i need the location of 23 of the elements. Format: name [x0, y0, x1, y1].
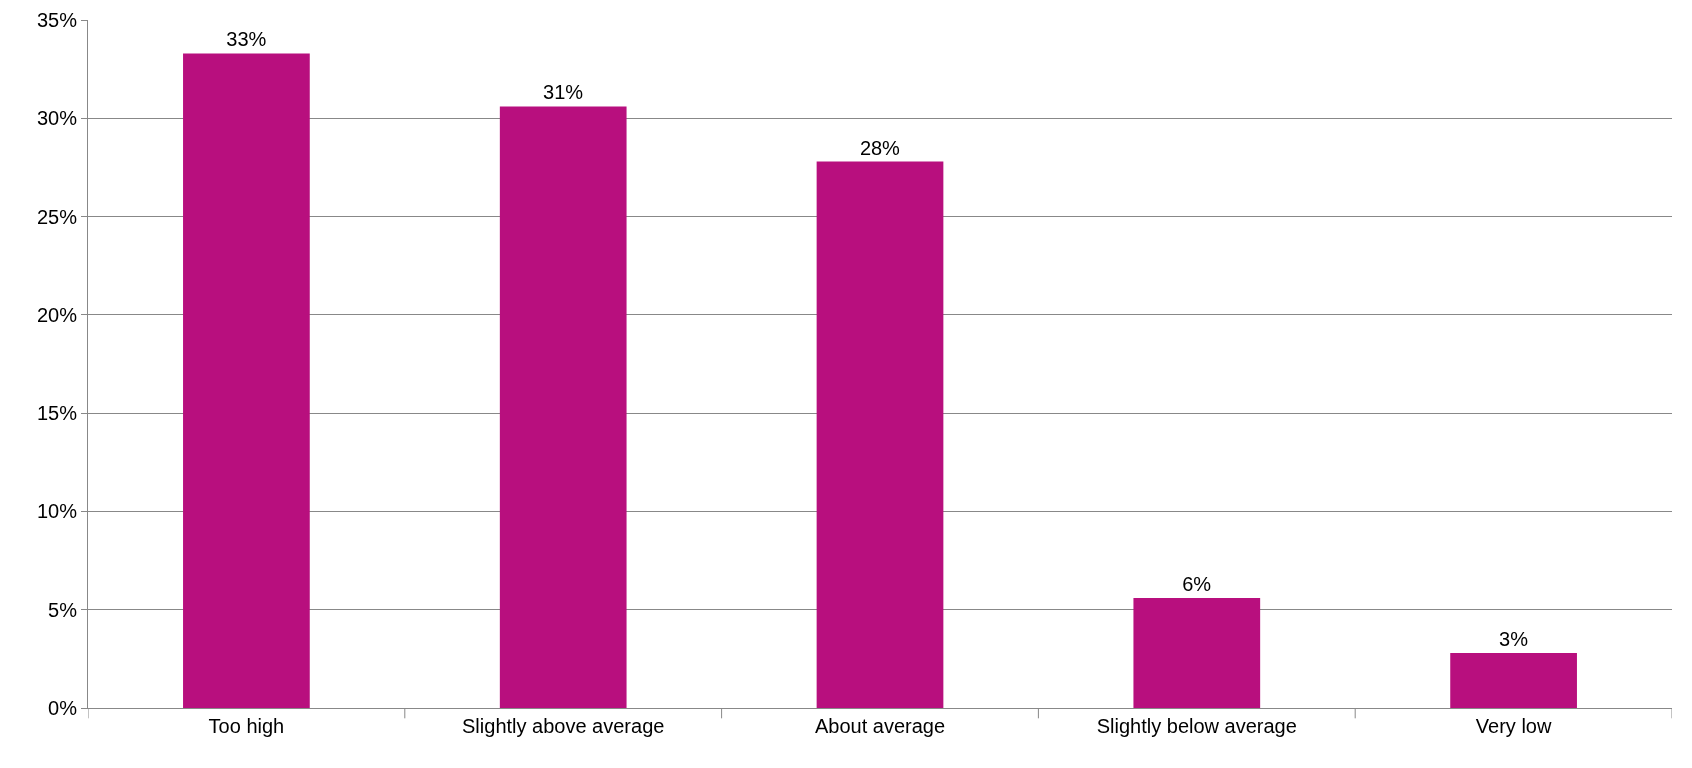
x-tick-label: Slightly below average	[1096, 715, 1297, 737]
y-tick-label: 10%	[36, 500, 78, 523]
x-tick-label: About average	[814, 715, 946, 737]
bar	[499, 106, 627, 708]
y-tick-label: 15%	[36, 402, 78, 425]
y-tick-label: 25%	[36, 205, 78, 228]
x-tick-label: Too high	[208, 715, 285, 737]
data-label: 6%	[1182, 572, 1212, 595]
data-label: 33%	[226, 28, 267, 51]
data-label: 31%	[543, 81, 584, 104]
data-label: 28%	[859, 136, 901, 159]
y-tick-label: 35%	[36, 9, 78, 31]
bar	[1133, 597, 1261, 708]
y-tick-label: 0%	[48, 697, 78, 719]
bar	[816, 161, 944, 708]
x-tick-label: Slightly above average	[462, 715, 665, 737]
y-tick-label: 30%	[36, 107, 78, 130]
bar	[1450, 652, 1577, 708]
y-tick-label: 5%	[48, 598, 78, 621]
y-tick-label: 20%	[36, 303, 78, 326]
x-tick-label: Very low	[1475, 715, 1552, 737]
bar	[183, 53, 310, 708]
data-label: 3%	[1499, 627, 1529, 650]
